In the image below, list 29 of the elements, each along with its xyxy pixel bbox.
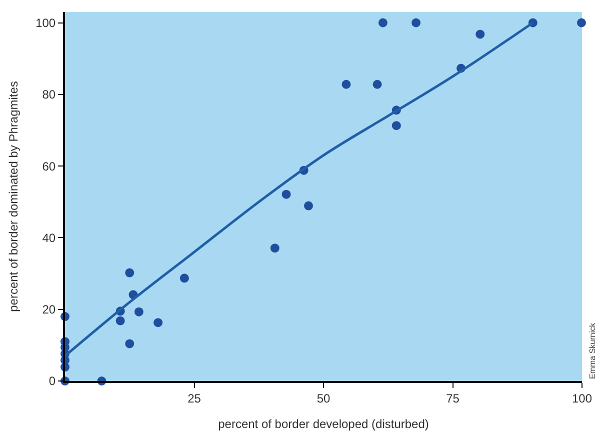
y-tick-label: 0 xyxy=(48,374,56,388)
point xyxy=(304,201,314,210)
point xyxy=(372,80,382,89)
x-tick-label: 25 xyxy=(188,391,202,406)
point xyxy=(412,18,421,28)
point xyxy=(180,274,189,283)
y-tick-label: 100 xyxy=(36,16,56,30)
x-tick-label: 50 xyxy=(316,391,330,406)
point xyxy=(476,30,485,39)
point xyxy=(270,244,280,253)
point xyxy=(392,121,401,130)
y-tick-label: 80 xyxy=(42,88,56,102)
x-axis-title: percent of border developed (disturbed) xyxy=(218,416,429,431)
y-tick-label: 20 xyxy=(42,302,56,317)
point xyxy=(576,18,586,28)
point xyxy=(282,190,291,199)
x-tick-label: 75 xyxy=(446,391,460,406)
point xyxy=(342,80,351,89)
y-axis-title: percent of border dominated by Phragmites xyxy=(6,81,20,312)
y-tick-label: 60 xyxy=(42,159,56,174)
point xyxy=(154,318,163,328)
y-tick-label: 40 xyxy=(42,230,56,245)
point xyxy=(116,316,125,326)
text: Emma Skurnick xyxy=(588,322,597,379)
point xyxy=(125,268,134,278)
point xyxy=(378,18,388,28)
point xyxy=(125,339,134,348)
x-tick-label: 100 xyxy=(572,391,592,406)
point xyxy=(134,307,144,316)
